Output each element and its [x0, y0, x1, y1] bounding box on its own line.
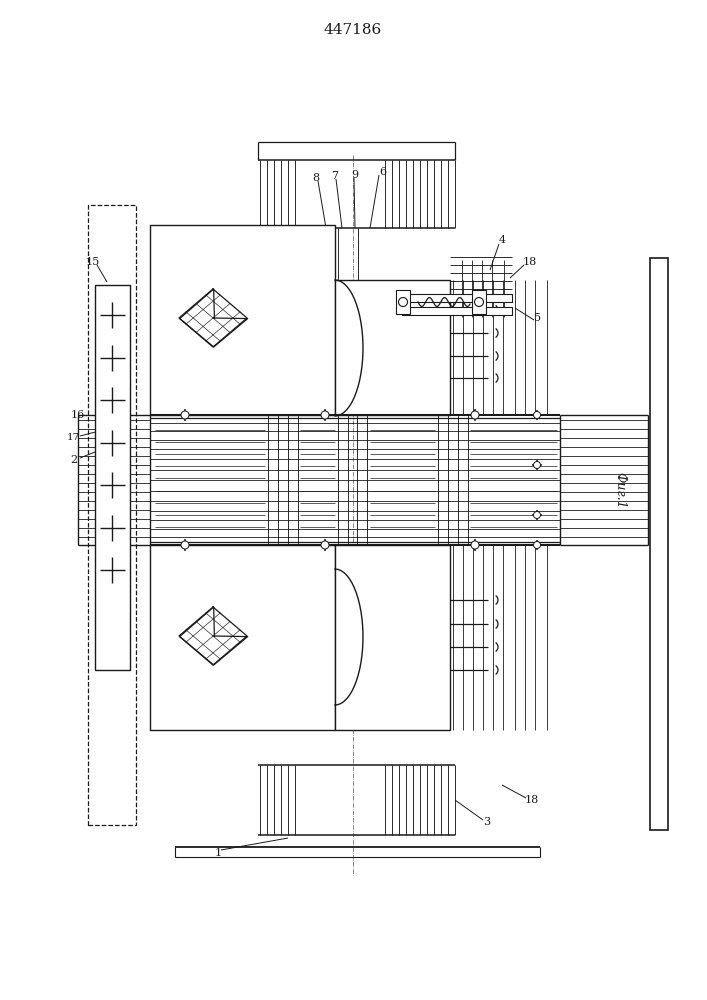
- Bar: [650, 258, 668, 830]
- Bar: [472, 290, 486, 314]
- Text: 8: 8: [312, 173, 320, 183]
- Circle shape: [534, 512, 540, 518]
- Bar: [95, 285, 130, 670]
- Text: 5: 5: [534, 313, 542, 323]
- Text: 6: 6: [380, 167, 387, 177]
- Circle shape: [181, 541, 189, 549]
- Bar: [150, 225, 335, 415]
- Text: 15: 15: [86, 257, 100, 267]
- Text: 17: 17: [66, 434, 80, 442]
- Circle shape: [534, 462, 540, 468]
- Text: 18: 18: [525, 795, 539, 805]
- Circle shape: [321, 541, 329, 549]
- Circle shape: [399, 298, 407, 306]
- Text: Фиг.1: Фиг.1: [614, 472, 626, 508]
- Bar: [150, 545, 335, 730]
- Circle shape: [181, 411, 189, 419]
- Bar: [402, 307, 512, 315]
- Circle shape: [474, 298, 484, 306]
- Text: 3: 3: [484, 817, 491, 827]
- Text: 7: 7: [332, 171, 339, 181]
- Text: 16: 16: [71, 410, 85, 420]
- Bar: [335, 280, 450, 415]
- Bar: [396, 290, 410, 314]
- Bar: [88, 205, 136, 825]
- Text: 1: 1: [214, 848, 221, 858]
- Circle shape: [471, 541, 479, 549]
- Circle shape: [534, 542, 540, 548]
- Circle shape: [321, 411, 329, 419]
- Circle shape: [534, 412, 540, 418]
- Text: 447186: 447186: [324, 23, 382, 37]
- Text: 4: 4: [498, 235, 506, 245]
- Text: 2: 2: [71, 455, 78, 465]
- Bar: [402, 294, 512, 302]
- Text: 18: 18: [523, 257, 537, 267]
- Bar: [335, 545, 450, 730]
- Text: 9: 9: [351, 170, 358, 180]
- Circle shape: [471, 411, 479, 419]
